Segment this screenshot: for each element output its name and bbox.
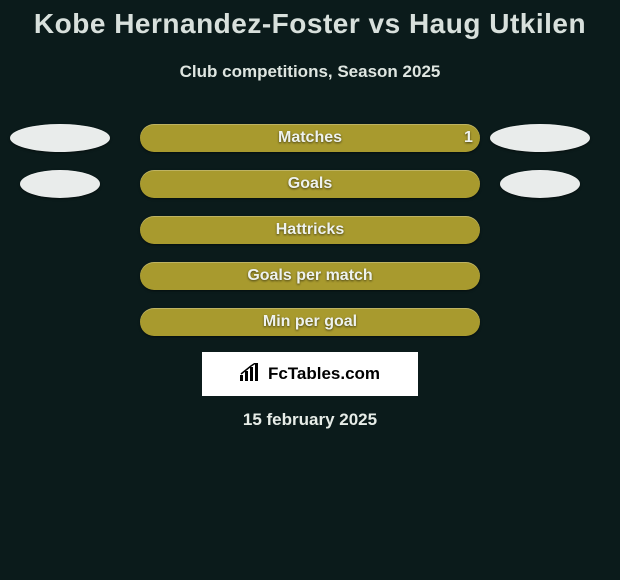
metric-ovoid-left	[10, 124, 110, 152]
subtitle: Club competitions, Season 2025	[0, 62, 620, 82]
metric-bar-center	[140, 170, 480, 198]
stats-card: Kobe Hernandez-Foster vs Haug Utkilen Cl…	[0, 0, 620, 580]
page-title: Kobe Hernandez-Foster vs Haug Utkilen	[0, 8, 620, 40]
metric-row: Min per goal	[0, 308, 620, 336]
metric-row: Goals per match	[0, 262, 620, 290]
metric-bar-center	[140, 262, 480, 290]
metric-row: Goals	[0, 170, 620, 198]
attribution-box: FcTables.com	[202, 352, 418, 396]
metric-ovoid-left	[20, 170, 100, 198]
metric-ovoid-right	[500, 170, 580, 198]
metric-bar-center	[140, 124, 480, 152]
metric-bar-center	[140, 308, 480, 336]
metric-bar-center	[140, 216, 480, 244]
chart-icon	[240, 363, 262, 386]
metric-row: Matches1	[0, 124, 620, 152]
metric-row: Hattricks	[0, 216, 620, 244]
metric-ovoid-right	[490, 124, 590, 152]
attribution-text: FcTables.com	[268, 364, 380, 384]
footer-date: 15 february 2025	[0, 410, 620, 430]
